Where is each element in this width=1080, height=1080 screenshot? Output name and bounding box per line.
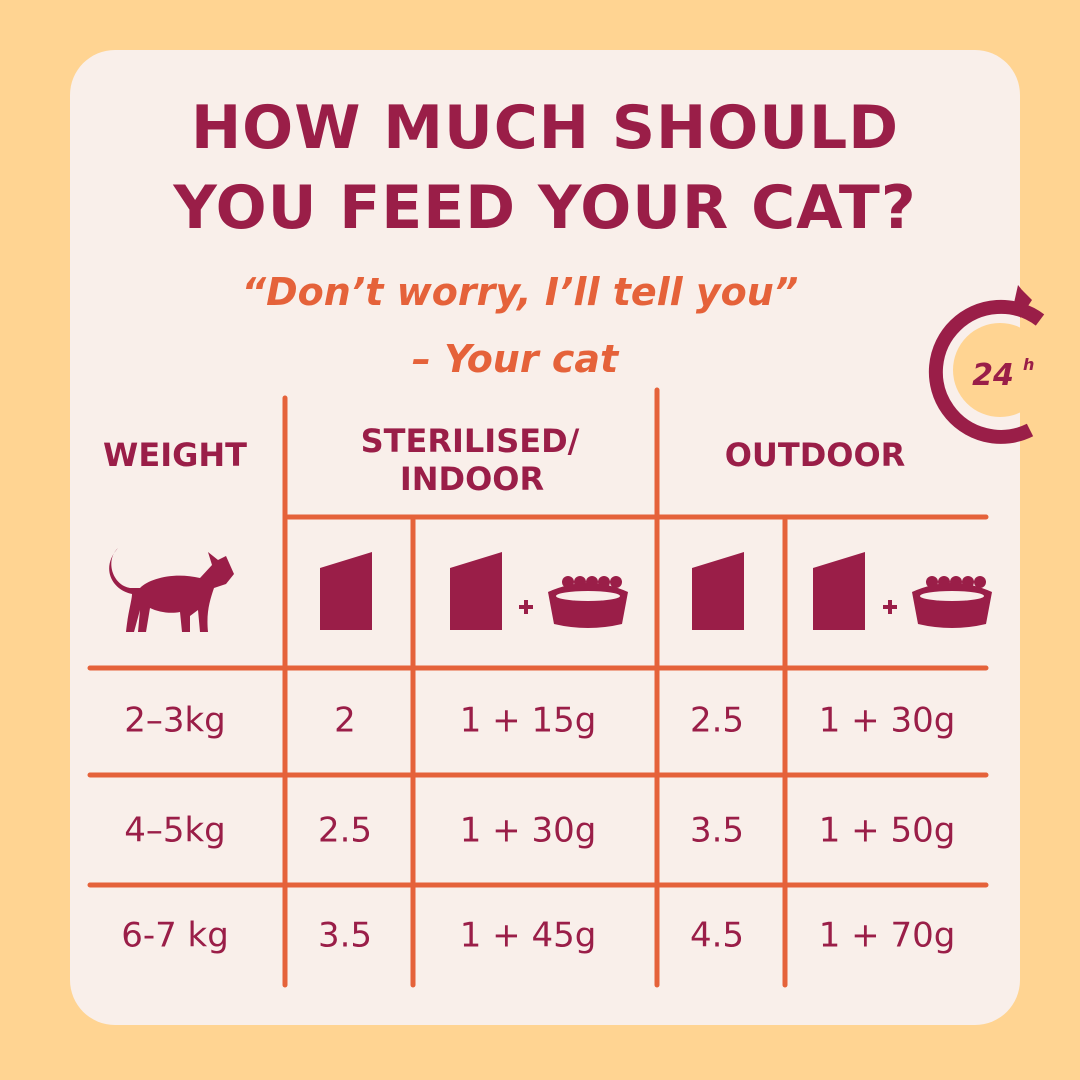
column-header: INDOOR xyxy=(400,460,544,498)
bowl-body xyxy=(548,583,628,628)
amount-cell: 1 + 70g xyxy=(819,916,956,956)
food-icons xyxy=(320,552,992,630)
amount-cell: 1 + 30g xyxy=(819,701,956,741)
table-body: 2–3kg 2 1 + 15g 2.5 1 + 30g 4–5kg 2.5 1 + 30g 3.… xyxy=(121,701,955,956)
kibble xyxy=(598,576,610,588)
badge-arc xyxy=(928,299,1045,444)
weight-cell: 4–5kg xyxy=(124,811,226,851)
amount-cell: 4.5 xyxy=(690,916,744,956)
amount-cell: 2.5 xyxy=(690,701,744,741)
amount-cell: 2.5 xyxy=(318,811,372,851)
kibble xyxy=(586,576,598,588)
kibble xyxy=(562,576,574,588)
amount-cell: 1 + 30g xyxy=(460,811,597,851)
badge-face xyxy=(953,323,1047,417)
pouch-icon xyxy=(692,552,744,630)
amount-cell: 1 + 15g xyxy=(460,701,597,741)
pouch-icon xyxy=(813,552,865,630)
weight-cell: 6-7 kg xyxy=(121,916,229,956)
weight-cell: 2–3kg xyxy=(124,701,226,741)
badge-arrow xyxy=(1012,285,1030,312)
plus-icon xyxy=(883,600,897,614)
title-line: HOW MUCH SHOULD xyxy=(191,93,899,163)
plus-icon xyxy=(519,600,533,614)
pouch-icon xyxy=(320,552,372,630)
table-grid xyxy=(87,387,989,988)
kibble xyxy=(574,576,586,588)
column-header: OUTDOOR xyxy=(725,436,906,474)
amount-cell: 1 + 45g xyxy=(460,916,597,956)
title-line: YOU FEED YOUR CAT? xyxy=(172,173,916,243)
cat-icon xyxy=(109,548,234,632)
quote: “Don’t worry, I’ll tell you” xyxy=(242,270,799,314)
kibble xyxy=(974,576,986,588)
badge-unit: h xyxy=(1023,355,1034,374)
amount-cell: 3.5 xyxy=(318,916,372,956)
amount-cell: 2 xyxy=(334,701,356,741)
column-header: STERILISED/ xyxy=(361,422,580,460)
kibble xyxy=(938,576,950,588)
bowl-icon xyxy=(548,576,628,628)
bowl-rim xyxy=(556,591,620,601)
attribution: – Your cat xyxy=(412,337,620,381)
kibble xyxy=(610,576,622,588)
badge: 24 h xyxy=(928,285,1047,444)
kibble xyxy=(950,576,962,588)
pouch-icon xyxy=(450,552,502,630)
badge-number: 24 xyxy=(972,358,1014,393)
bowl-icon xyxy=(912,576,992,628)
bowl-rim xyxy=(920,591,984,601)
column-header: WEIGHT xyxy=(103,436,247,474)
kibble xyxy=(926,576,938,588)
amount-cell: 3.5 xyxy=(690,811,744,851)
bowl-body xyxy=(912,583,992,628)
amount-cell: 1 + 50g xyxy=(819,811,956,851)
kibble xyxy=(962,576,974,588)
